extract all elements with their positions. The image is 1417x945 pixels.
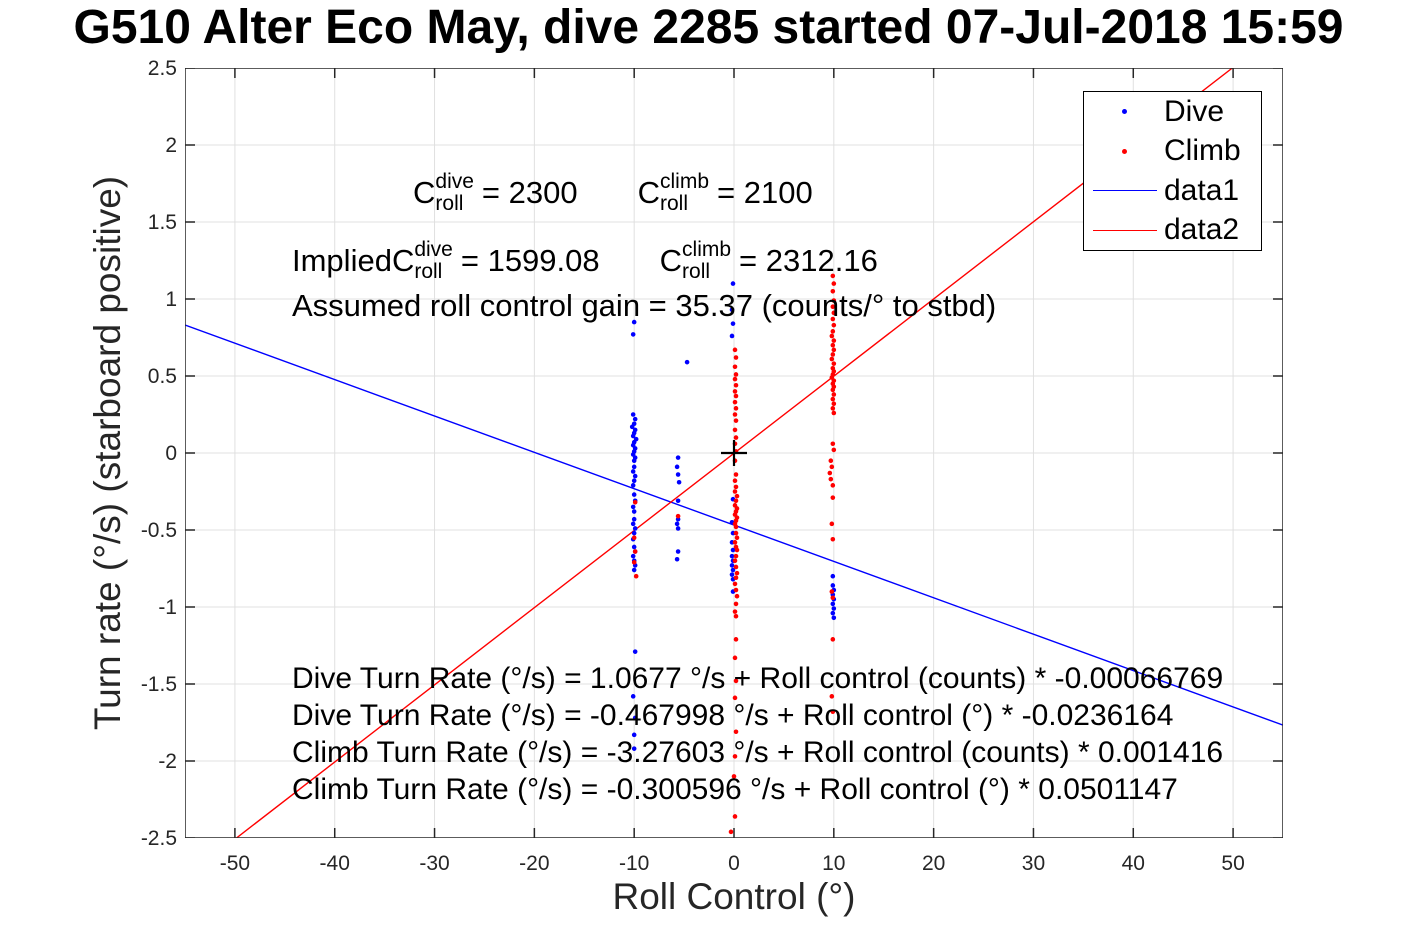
y-tick-label: -0.5 xyxy=(140,519,177,542)
legend-box: Dive Climb data1 data2 xyxy=(1083,91,1262,251)
fit-equations-block: Dive Turn Rate (°/s) = 1.0677 °/s + Roll… xyxy=(292,660,1223,808)
y-tick-label: -2.5 xyxy=(140,827,177,850)
x-tick-label: 10 xyxy=(822,852,846,875)
legend-marker-shape xyxy=(1093,229,1157,231)
y-tick-label: 2 xyxy=(165,134,177,157)
x-tick-label: 40 xyxy=(1121,852,1145,875)
scatter-climb xyxy=(631,273,837,835)
y-tick-label: 1 xyxy=(165,288,177,311)
origin-plus-marker xyxy=(721,440,747,466)
x-tick-label: 50 xyxy=(1221,852,1245,875)
legend-line-marker xyxy=(1084,190,1164,192)
chart-title: G510 Alter Eco May, dive 2285 started 07… xyxy=(73,1,1344,54)
implied-prefix: Implied xyxy=(292,243,392,278)
x-tick-label: -20 xyxy=(519,852,550,875)
x-tick-label: -40 xyxy=(319,852,350,875)
plot-area xyxy=(185,68,1283,838)
legend-label: Dive xyxy=(1164,94,1225,128)
legend-label: Climb xyxy=(1164,134,1241,168)
fit-equation-climb-degrees: Climb Turn Rate (°/s) = -0.300596 °/s + … xyxy=(292,773,1178,806)
y-tick-label: -1 xyxy=(158,596,177,619)
y-tick-label: 2.5 xyxy=(147,57,177,80)
fit-equation-climb-counts: Climb Turn Rate (°/s) = -3.27603 °/s + R… xyxy=(292,736,1224,769)
y-tick-label: 0.5 xyxy=(147,365,177,388)
x-tick-label: 30 xyxy=(1021,852,1046,875)
axes-box xyxy=(185,68,1283,838)
y-tick-label: -1.5 xyxy=(140,673,177,696)
x-tick-label: -50 xyxy=(219,852,251,875)
fit-equation-dive-degrees: Dive Turn Rate (°/s) = -0.467998 °/s + R… xyxy=(292,699,1174,732)
legend-marker-shape xyxy=(1093,190,1157,192)
legend-label: data2 xyxy=(1164,213,1240,247)
scatter-dive xyxy=(629,281,837,751)
legend-dot-marker xyxy=(1084,148,1164,154)
y-tick-label: -2 xyxy=(158,750,177,773)
legend-marker-shape xyxy=(1122,109,1127,115)
y-tick-label: 0 xyxy=(165,442,177,465)
legend-item-data2: data2 xyxy=(1084,211,1261,251)
legend-label: data1 xyxy=(1164,173,1240,207)
x-tick-label: 0 xyxy=(728,852,740,875)
legend-marker-shape xyxy=(1122,148,1127,154)
legend-item-climb: Climb xyxy=(1084,132,1261,172)
legend-item-dive: Dive xyxy=(1084,92,1261,132)
x-tick-label: 20 xyxy=(921,852,946,875)
fit-equation-dive-counts: Dive Turn Rate (°/s) = 1.0677 °/s + Roll… xyxy=(292,662,1224,695)
legend-dot-marker xyxy=(1084,109,1164,115)
legend-line-marker xyxy=(1084,229,1164,231)
y-tick-label: 1.5 xyxy=(147,211,177,234)
legend-item-data1: data1 xyxy=(1084,171,1261,211)
x-axis-label: Roll Control (°) xyxy=(612,876,856,917)
x-tick-label: -30 xyxy=(419,852,450,875)
annotation-roll-gain: Assumed roll control gain = 35.37 (count… xyxy=(292,288,997,323)
x-tick-label: -10 xyxy=(618,852,650,875)
